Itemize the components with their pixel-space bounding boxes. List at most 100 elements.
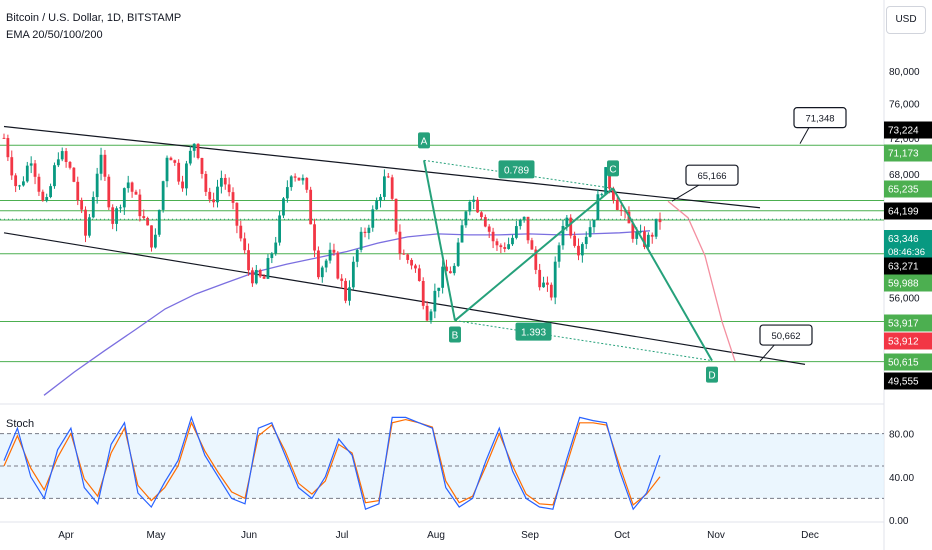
price-badge-label: 64,199 — [888, 207, 919, 218]
price-badge — [884, 202, 932, 220]
price-badge — [884, 274, 932, 292]
stoch-tick-label: 40.00 — [889, 473, 914, 484]
candle-body — [45, 197, 49, 201]
callout-label: 71,348 — [805, 114, 834, 125]
candles — [2, 133, 662, 324]
pattern-point-badge — [449, 326, 461, 343]
time-tick-label: Jul — [336, 530, 349, 541]
candle-body — [270, 253, 274, 259]
candle-body — [161, 181, 165, 210]
candle-body — [538, 269, 542, 288]
time-tick-label: Aug — [427, 530, 445, 541]
candle-body — [635, 231, 639, 239]
candle-body — [573, 235, 577, 246]
candle-body — [402, 253, 406, 255]
callout-pointer — [671, 182, 703, 202]
candle-body — [157, 209, 161, 235]
candle-body — [359, 231, 363, 250]
candle-body — [254, 269, 258, 284]
candle-body — [173, 160, 177, 163]
candle-body — [138, 194, 142, 217]
candle-body — [612, 188, 615, 200]
candle-body — [196, 143, 200, 158]
time-tick-label: Dec — [801, 530, 819, 541]
candle-body — [91, 197, 95, 218]
candle-body — [278, 215, 281, 243]
candle-body — [456, 242, 460, 266]
price-badge-label: 63,271 — [888, 262, 919, 273]
price-badge — [884, 230, 932, 260]
candle-body — [235, 202, 239, 226]
candle-body — [142, 216, 146, 218]
candle-body — [115, 208, 118, 224]
price-badge-label: 53,917 — [888, 319, 919, 330]
candle-body — [53, 165, 56, 187]
candle-body — [565, 217, 569, 226]
candle-body — [332, 249, 336, 253]
time-tick-label: Nov — [707, 530, 725, 541]
candle-body — [631, 223, 635, 239]
candle-body — [348, 287, 351, 301]
callout-pointer — [759, 342, 777, 362]
candle-body — [643, 231, 646, 247]
candle-body — [60, 151, 64, 160]
candle-body — [192, 143, 196, 151]
candle-body — [604, 167, 608, 195]
price-tick-label: 56,000 — [889, 293, 920, 304]
candle-body — [530, 240, 534, 250]
candle-body — [223, 177, 227, 185]
candle-body — [2, 137, 6, 139]
candle-body — [146, 217, 150, 226]
candle-body — [414, 265, 417, 269]
currency-button[interactable]: USD — [886, 6, 926, 34]
pattern-ratio-badge — [515, 322, 552, 341]
candle-body — [421, 280, 425, 306]
candle-body — [41, 191, 45, 201]
pattern-point-c: C — [609, 164, 616, 175]
candle-body — [390, 177, 394, 199]
candle-body — [514, 226, 518, 238]
pattern-point-b: B — [452, 331, 459, 342]
candle-body — [99, 154, 103, 174]
candle-body — [448, 271, 452, 274]
price-badge-label: 49,555 — [888, 377, 919, 388]
channel-upper-line — [3, 125, 761, 209]
candle-body — [130, 182, 134, 192]
candle-body — [107, 176, 111, 208]
candle-body — [441, 266, 445, 288]
candle-body — [542, 282, 545, 288]
time-tick-label: Apr — [58, 530, 74, 541]
candle-body — [185, 163, 188, 189]
candle-body — [398, 231, 402, 254]
candle-body — [344, 280, 347, 301]
price-badge-label: 50,615 — [888, 358, 919, 369]
time-tick-label: Sep — [521, 530, 539, 541]
price-tick-label: 76,000 — [889, 100, 920, 111]
indicator-label: EMA 20/50/100/200 — [6, 29, 103, 41]
candle-body — [320, 267, 324, 278]
candle-body — [289, 176, 293, 188]
candle-body — [177, 162, 181, 182]
price-tick-label: 68,000 — [889, 170, 920, 181]
candle-body — [251, 270, 254, 284]
candle-body — [577, 245, 580, 256]
candle-body — [491, 231, 495, 242]
candle-body — [80, 200, 84, 210]
candle-body — [557, 245, 561, 262]
candle-body — [6, 138, 10, 158]
candle-body — [526, 216, 530, 241]
candle-body — [247, 250, 250, 271]
candle-body — [153, 234, 157, 248]
pattern-ratio-label: 0.789 — [504, 165, 529, 176]
candle-body — [87, 217, 91, 236]
price-badge — [884, 257, 932, 275]
candle-body — [639, 231, 642, 233]
candle-body — [216, 186, 219, 203]
candle-body — [33, 163, 37, 177]
candle-body — [546, 282, 549, 285]
candle-body — [596, 194, 600, 220]
candle-body — [580, 244, 584, 256]
candle-body — [309, 189, 313, 225]
price-tick-label: 80,000 — [889, 67, 920, 78]
